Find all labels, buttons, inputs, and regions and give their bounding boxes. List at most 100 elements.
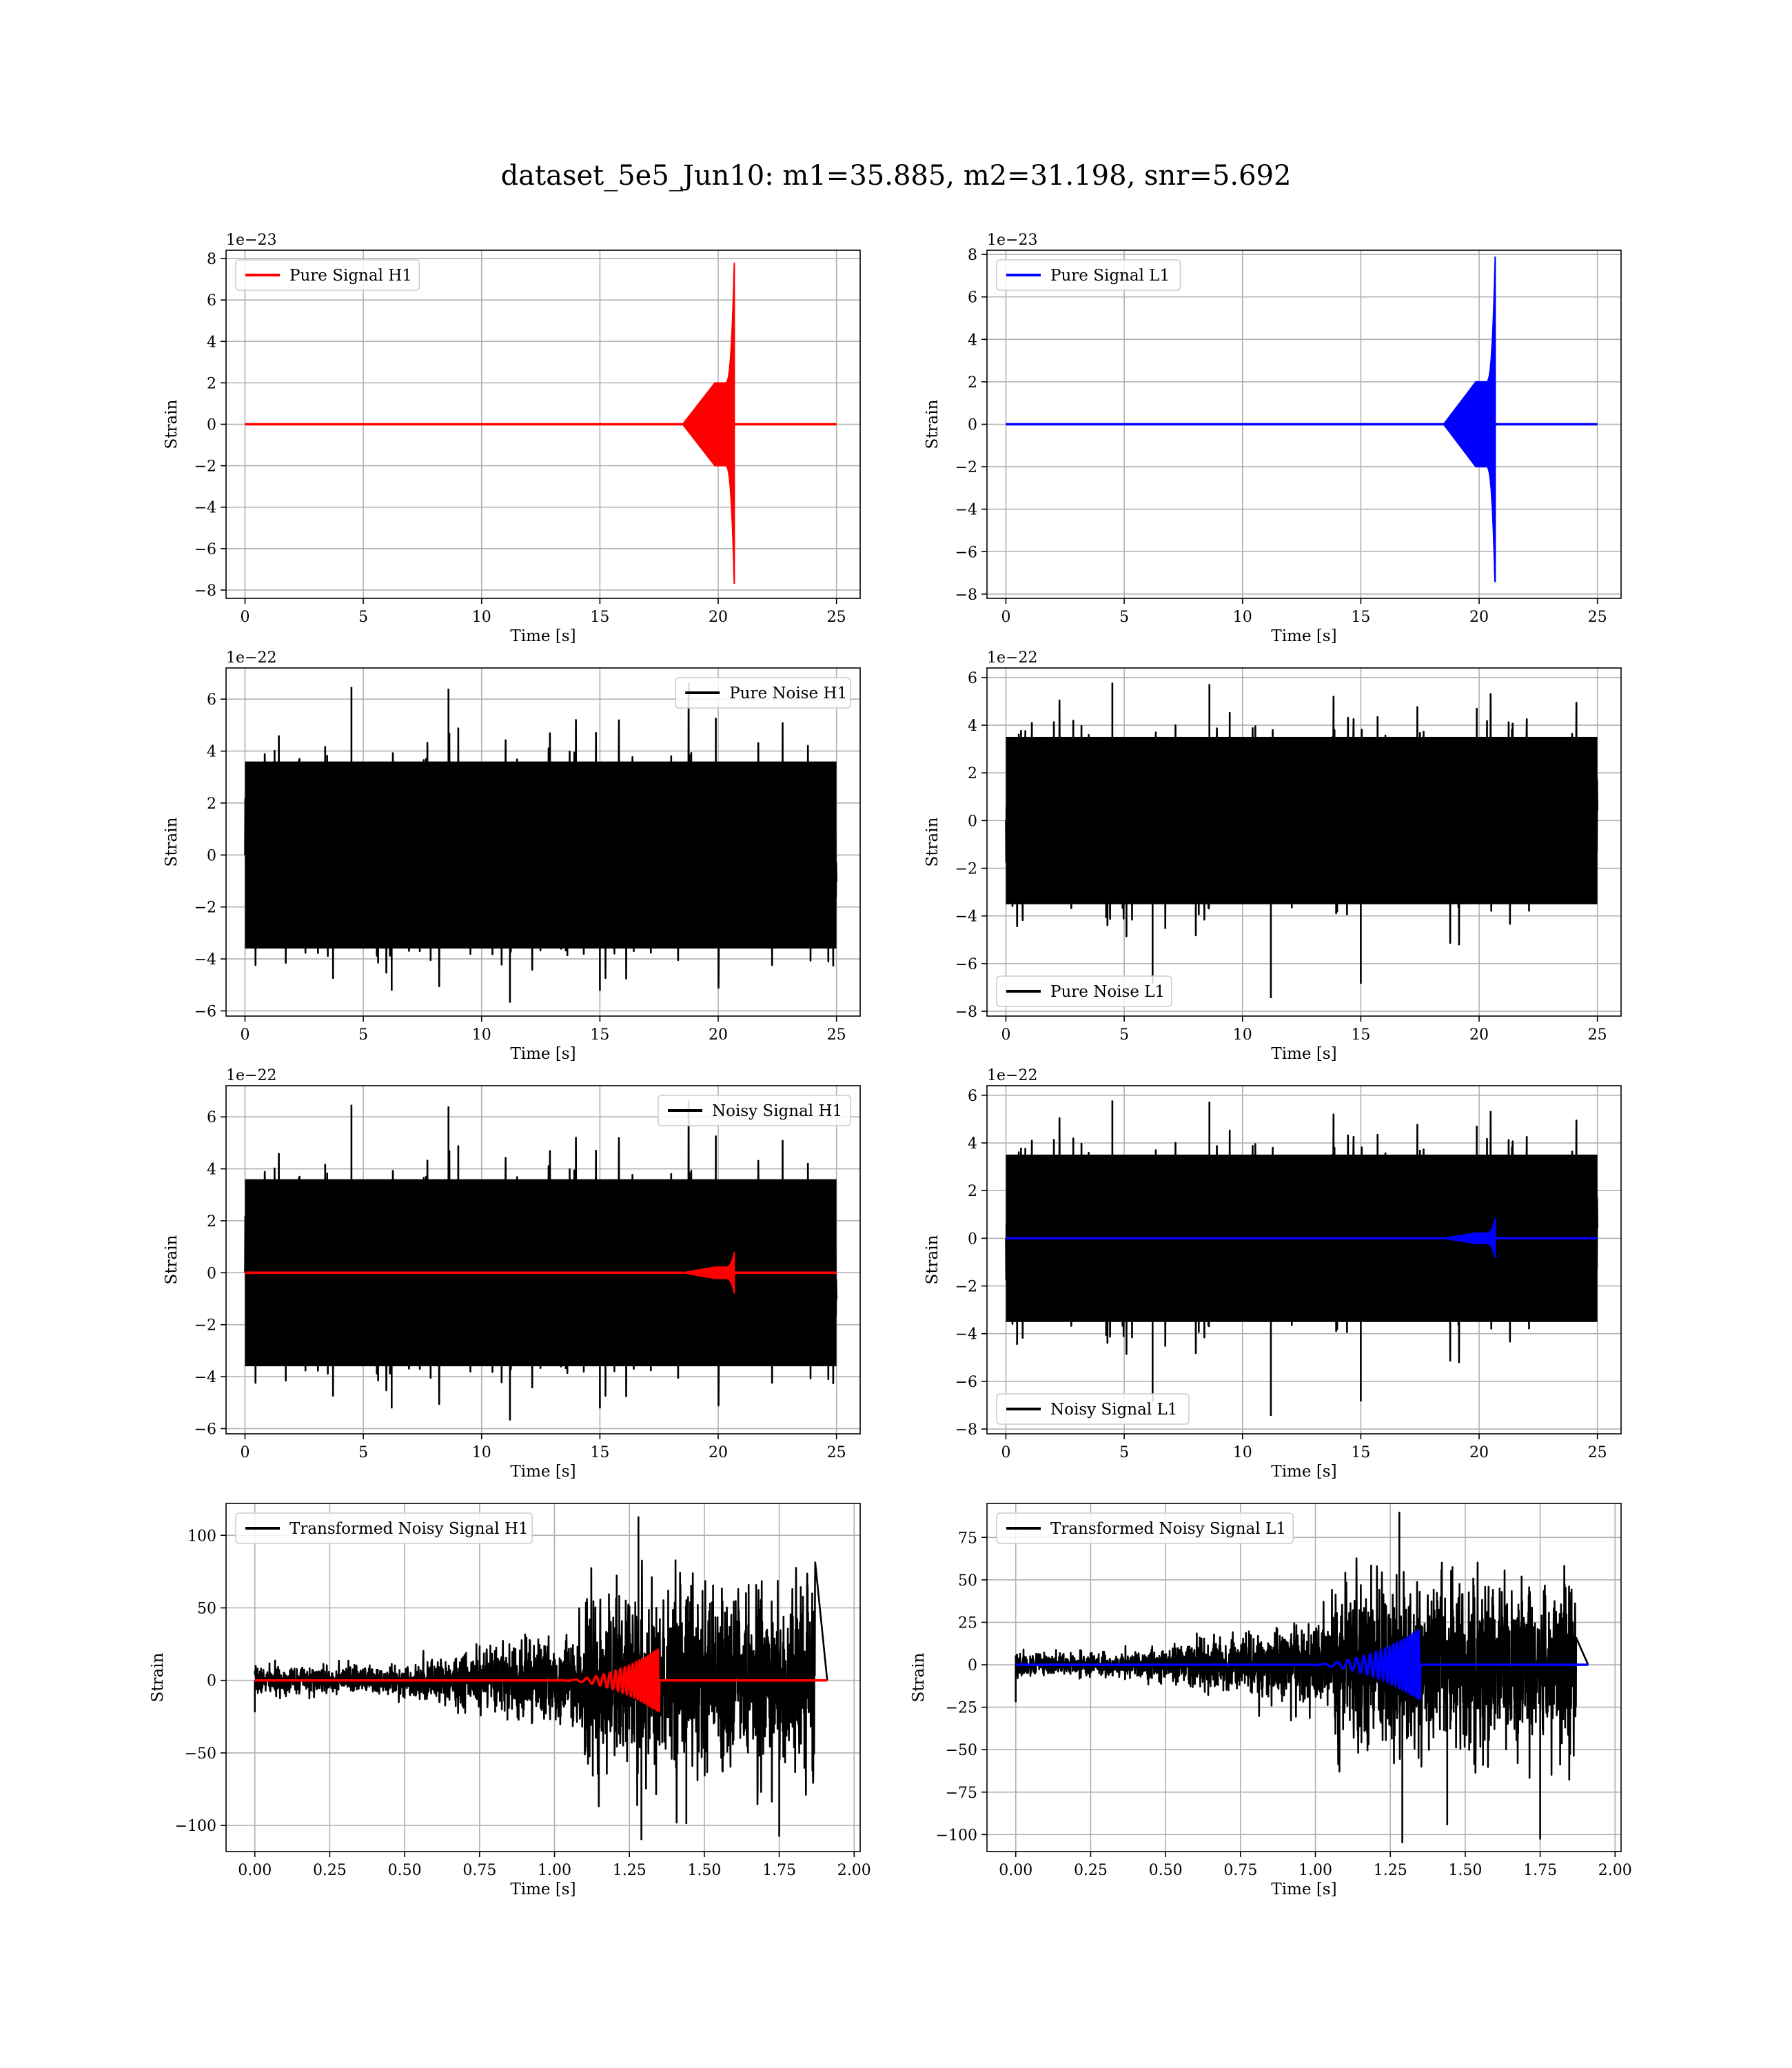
y-tick-label: −100 (175, 1818, 216, 1835)
y-tick-label: −4 (955, 502, 977, 519)
x-axis-label: Time [s] (1271, 627, 1336, 645)
y-axis-label: Strain (924, 399, 941, 449)
y-tick-label: 4 (968, 718, 977, 735)
x-tick-label: 20 (1469, 1026, 1489, 1044)
y-tick-label: 2 (207, 795, 216, 813)
x-tick-label: 25 (827, 609, 846, 626)
y-tick-label: 2 (207, 375, 216, 392)
x-tick-label: 15 (590, 1444, 609, 1461)
x-axis-label: Time [s] (510, 1045, 576, 1063)
y-axis-label: Strain (924, 1235, 941, 1284)
x-tick-label: 2.00 (837, 1862, 871, 1879)
y-tick-label: 4 (207, 334, 216, 351)
subplot-transformed-noisy-signal-l1: 0.00 0.25 0.50 0.75 1.00 1.25 1.50 1.75 2.00 −100… (910, 1503, 1632, 1898)
x-tick-label: 0.50 (388, 1862, 422, 1879)
legend-box (996, 1393, 1190, 1425)
plot-area (244, 1100, 837, 1421)
legend: Transformed Noisy Signal H1 (235, 1512, 533, 1544)
y-tick-label: 6 (968, 670, 977, 687)
x-tick-label: 1.25 (613, 1862, 646, 1879)
y-tick-label: 4 (207, 744, 216, 761)
x-tick-label: 10 (472, 609, 491, 626)
y-tick-label: −2 (955, 861, 977, 878)
x-tick-label: 1.75 (1523, 1862, 1557, 1879)
y-tick-label: −2 (194, 900, 216, 917)
offset-label: 1e−22 (987, 649, 1037, 667)
x-tick-label: 5 (358, 1444, 368, 1461)
plot-area (245, 262, 837, 585)
x-axis-label: Time [s] (510, 627, 576, 645)
subplot-noisy-signal-h1: 0 5 10 15 20 25 −6 −4 −2 0 2 4 6 Time [s] Strain 1e−22 N… (163, 1067, 861, 1481)
axes-frame (225, 1503, 861, 1852)
y-tick-label: −8 (955, 1004, 977, 1021)
x-axis-label: Time [s] (1271, 1463, 1336, 1481)
legend: Noisy Signal L1 (996, 1393, 1190, 1425)
x-tick-label: 10 (1233, 1444, 1252, 1461)
subplot-transformed-noisy-signal-h1: 0.00 0.25 0.50 0.75 1.00 1.25 1.50 1.75 2.00 −100… (149, 1503, 871, 1898)
chirp-envelope (1442, 256, 1496, 582)
x-axis-label: Time [s] (1271, 1881, 1336, 1898)
y-tick-label: 50 (197, 1601, 216, 1618)
x-tick-label: 20 (1469, 1444, 1489, 1461)
x-tick-label: 25 (827, 1444, 846, 1461)
x-tick-label: 1.25 (1374, 1862, 1407, 1879)
x-tick-label: 0 (1001, 1444, 1010, 1461)
y-axis-label: Strain (163, 1235, 181, 1284)
legend: Pure Signal L1 (996, 259, 1181, 291)
subplot-pure-signal-l1: 0 5 10 15 20 25 −8 −6 −4 −2 0 2 4 6 8 Time [s] Strain 1e−… (924, 232, 1622, 645)
x-tick-label: 0.00 (238, 1862, 272, 1879)
y-axis-label: Strain (163, 399, 181, 449)
y-axis-label: Strain (910, 1652, 928, 1702)
y-tick-label: −8 (194, 582, 216, 600)
plot-area (1006, 256, 1598, 582)
legend-label: Noisy Signal H1 (712, 1102, 842, 1120)
y-tick-label: 0 (968, 813, 977, 830)
series-line (1005, 1100, 1598, 1416)
plot-area (1005, 1100, 1598, 1416)
legend-box (235, 259, 420, 291)
x-tick-label: 10 (1233, 609, 1252, 626)
y-tick-label: −4 (194, 951, 216, 969)
y-tick-label: −2 (194, 1317, 216, 1335)
y-tick-label: 0 (968, 1230, 977, 1248)
y-tick-label: 2 (968, 374, 977, 392)
legend: Pure Noise L1 (996, 975, 1172, 1007)
offset-label: 1e−23 (987, 232, 1037, 249)
legend-label: Noisy Signal L1 (1050, 1401, 1177, 1419)
x-tick-label: 0 (240, 1026, 250, 1044)
x-tick-label: 25 (827, 1026, 846, 1044)
legend-label: Transformed Noisy Signal H1 (289, 1520, 529, 1538)
y-tick-label: 2 (968, 1183, 977, 1200)
legend-box (996, 259, 1181, 291)
x-tick-label: 20 (1469, 609, 1489, 626)
subplot-pure-noise-h1: 0 5 10 15 20 25 −6 −4 −2 0 2 4 6 Time [s] Strain 1e−22 P… (163, 649, 861, 1063)
x-tick-label: 1.00 (538, 1862, 571, 1879)
x-tick-label: 5 (358, 1026, 368, 1044)
x-tick-label: 0.25 (313, 1862, 347, 1879)
y-tick-label: −4 (955, 1326, 977, 1344)
x-tick-label: 0.50 (1149, 1862, 1183, 1879)
y-tick-label: −4 (194, 1369, 216, 1386)
y-tick-label: −6 (955, 1374, 977, 1391)
legend-box (235, 1512, 533, 1544)
x-tick-label: 0 (240, 609, 250, 626)
y-tick-label: 0 (207, 1265, 216, 1282)
chirp-envelope (681, 262, 735, 585)
y-tick-label: −8 (955, 587, 977, 604)
x-tick-label: 20 (709, 609, 728, 626)
series-line (254, 1648, 828, 1712)
x-tick-label: 0 (1001, 609, 1010, 626)
y-tick-label: 0 (968, 417, 977, 434)
y-tick-label: 2 (968, 765, 977, 782)
subplot-pure-signal-h1: 0 5 10 15 20 25 −8 −6 −4 −2 0 2 4 6 8 Time [s] Strain 1e−… (163, 232, 861, 645)
offset-label: 1e−22 (226, 649, 276, 667)
y-axis-label: Strain (149, 1652, 167, 1702)
x-tick-label: 25 (1588, 1444, 1607, 1461)
x-tick-label: 10 (472, 1444, 491, 1461)
y-tick-label: −6 (194, 541, 216, 558)
y-tick-label: 100 (187, 1528, 216, 1545)
axes-frame (225, 667, 861, 1017)
y-tick-label: 4 (968, 332, 977, 349)
y-tick-label: 0 (968, 1657, 977, 1674)
